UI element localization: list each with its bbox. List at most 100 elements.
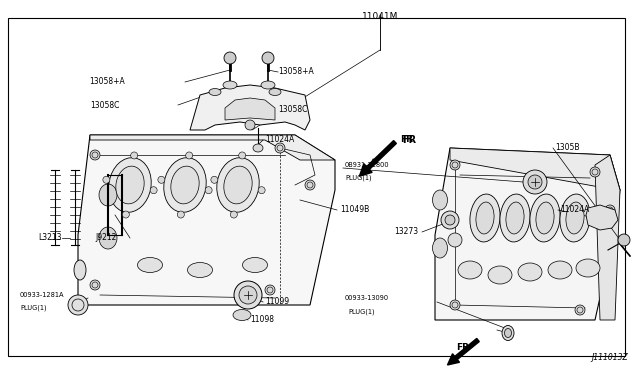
Circle shape xyxy=(441,211,459,229)
Ellipse shape xyxy=(566,202,584,234)
Circle shape xyxy=(205,187,212,194)
Circle shape xyxy=(177,211,184,218)
Text: 11098: 11098 xyxy=(250,315,274,324)
Circle shape xyxy=(90,150,100,160)
Ellipse shape xyxy=(171,166,199,204)
Circle shape xyxy=(158,176,165,183)
Ellipse shape xyxy=(223,81,237,89)
Circle shape xyxy=(445,215,455,225)
Circle shape xyxy=(239,152,246,159)
Text: 0B931-71800: 0B931-71800 xyxy=(345,162,390,168)
FancyArrow shape xyxy=(447,339,479,365)
Text: 13058+A: 13058+A xyxy=(278,67,314,77)
Text: FR: FR xyxy=(456,343,469,353)
Text: 00933-13090: 00933-13090 xyxy=(345,295,389,301)
Text: 11024A: 11024A xyxy=(560,205,589,215)
Circle shape xyxy=(90,280,100,290)
Ellipse shape xyxy=(164,158,206,212)
Ellipse shape xyxy=(99,184,117,206)
Circle shape xyxy=(230,211,237,218)
Ellipse shape xyxy=(433,238,447,258)
Text: PLUG(1): PLUG(1) xyxy=(348,309,374,315)
Text: J9212: J9212 xyxy=(95,234,116,243)
Circle shape xyxy=(103,176,110,183)
Ellipse shape xyxy=(576,259,600,277)
Circle shape xyxy=(131,152,138,159)
Text: J111013Z: J111013Z xyxy=(591,353,628,362)
Text: FR: FR xyxy=(402,135,416,145)
Circle shape xyxy=(245,120,255,130)
Ellipse shape xyxy=(109,158,151,212)
Circle shape xyxy=(234,281,262,309)
Polygon shape xyxy=(190,85,310,130)
Ellipse shape xyxy=(74,260,86,280)
Ellipse shape xyxy=(470,194,500,242)
Polygon shape xyxy=(435,148,620,320)
Circle shape xyxy=(590,167,600,177)
Circle shape xyxy=(528,175,542,189)
Circle shape xyxy=(275,143,285,153)
Ellipse shape xyxy=(548,261,572,279)
Ellipse shape xyxy=(116,166,144,204)
Polygon shape xyxy=(225,98,275,120)
Ellipse shape xyxy=(99,227,117,249)
Ellipse shape xyxy=(138,257,163,273)
Ellipse shape xyxy=(476,202,494,234)
Circle shape xyxy=(575,305,585,315)
Text: PLUG(1): PLUG(1) xyxy=(20,305,47,311)
Text: 11099: 11099 xyxy=(265,298,289,307)
Text: 13058C: 13058C xyxy=(278,106,307,115)
Ellipse shape xyxy=(506,202,524,234)
Circle shape xyxy=(618,234,630,246)
Ellipse shape xyxy=(224,166,252,204)
Text: 13273: 13273 xyxy=(394,228,418,237)
Text: 11049B: 11049B xyxy=(340,205,369,215)
Text: PLUG(1): PLUG(1) xyxy=(345,175,372,181)
Ellipse shape xyxy=(500,194,530,242)
Ellipse shape xyxy=(560,194,590,242)
Polygon shape xyxy=(90,135,335,160)
Circle shape xyxy=(262,52,274,64)
Text: L3213: L3213 xyxy=(38,234,61,243)
Ellipse shape xyxy=(488,266,512,284)
Ellipse shape xyxy=(253,144,263,152)
Circle shape xyxy=(523,170,547,194)
Ellipse shape xyxy=(188,263,212,278)
Ellipse shape xyxy=(518,263,542,281)
Circle shape xyxy=(239,286,257,304)
Polygon shape xyxy=(595,155,620,320)
Text: 13058+A: 13058+A xyxy=(89,77,125,87)
Ellipse shape xyxy=(217,158,259,212)
Circle shape xyxy=(605,205,615,215)
FancyArrow shape xyxy=(359,141,396,176)
Ellipse shape xyxy=(458,261,482,279)
Circle shape xyxy=(150,187,157,194)
Circle shape xyxy=(186,152,193,159)
Ellipse shape xyxy=(243,257,268,273)
Ellipse shape xyxy=(536,202,554,234)
Circle shape xyxy=(211,176,218,183)
Ellipse shape xyxy=(269,89,281,96)
Polygon shape xyxy=(450,148,620,190)
Circle shape xyxy=(450,300,460,310)
Text: 13058C: 13058C xyxy=(91,100,120,109)
Ellipse shape xyxy=(261,81,275,89)
Circle shape xyxy=(224,52,236,64)
Ellipse shape xyxy=(209,89,221,96)
Circle shape xyxy=(258,187,265,194)
Circle shape xyxy=(68,295,88,315)
Circle shape xyxy=(450,160,460,170)
Ellipse shape xyxy=(233,310,251,321)
Ellipse shape xyxy=(433,190,447,210)
Circle shape xyxy=(448,233,462,247)
Ellipse shape xyxy=(502,326,514,340)
Circle shape xyxy=(305,180,315,190)
Circle shape xyxy=(265,285,275,295)
Circle shape xyxy=(122,211,129,218)
Text: FR: FR xyxy=(400,135,413,144)
Polygon shape xyxy=(586,205,618,230)
Polygon shape xyxy=(78,135,335,305)
Text: 11041M: 11041M xyxy=(362,12,398,21)
Text: 00933-1281A: 00933-1281A xyxy=(20,292,65,298)
Ellipse shape xyxy=(504,328,511,337)
